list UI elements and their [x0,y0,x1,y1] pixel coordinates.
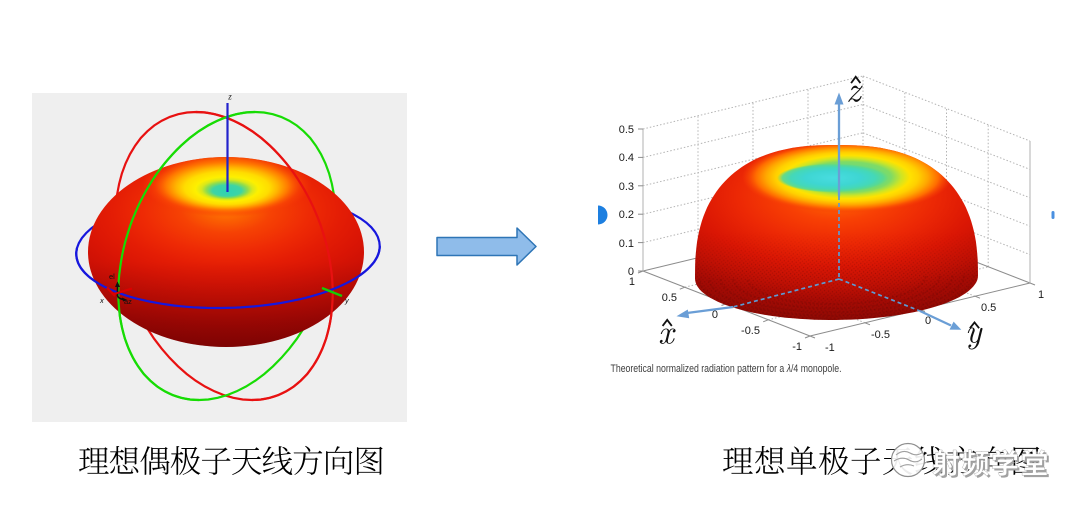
svg-text:-1: -1 [792,341,802,353]
svg-text:0: 0 [712,309,718,321]
svg-text:0.4: 0.4 [619,152,634,164]
svg-text:1: 1 [629,276,635,288]
svg-text:y: y [344,296,350,305]
svg-text:0: 0 [628,266,634,278]
svg-text:z: z [227,92,232,102]
svg-text:el: el [109,272,115,281]
svg-text:-1: -1 [825,342,835,354]
svg-text:-0.5: -0.5 [871,329,890,341]
svg-text:-0.5: -0.5 [741,325,760,337]
svg-text:0.5: 0.5 [662,292,677,304]
svg-text:0.1: 0.1 [619,238,634,250]
svg-text:0.3: 0.3 [619,181,634,193]
svg-text:1: 1 [1038,289,1044,301]
svg-text:az: az [124,297,132,306]
svg-text:0.5: 0.5 [981,302,996,314]
svg-text:0.5: 0.5 [619,124,634,136]
svg-text:0.2: 0.2 [619,209,634,221]
svg-text:Theoretical normalized radiati: Theoretical normalized radiation pattern… [611,363,842,375]
svg-text:0: 0 [925,315,931,327]
svg-text:x: x [99,296,104,305]
